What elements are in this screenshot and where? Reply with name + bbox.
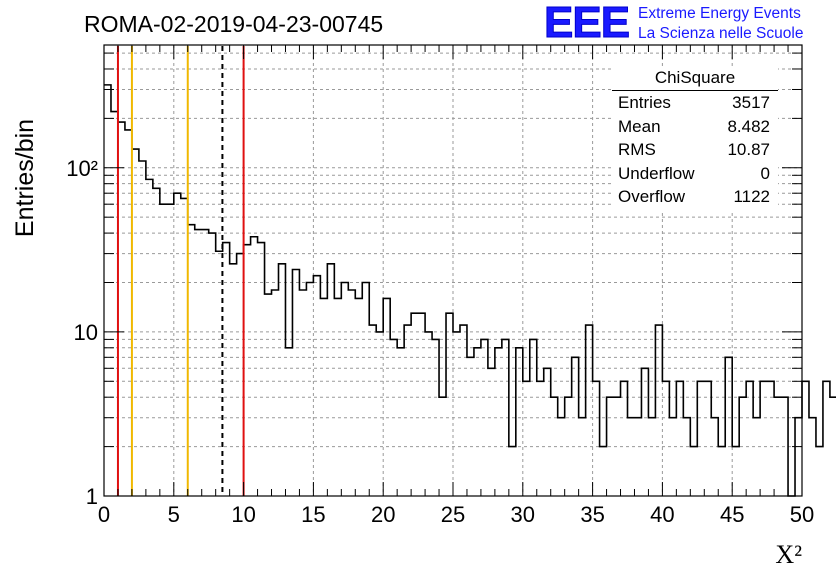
y-tick-label: 10²	[66, 156, 98, 181]
axes: 0 5 10 15 20 25 30 35 40 45 50 1 10 10²	[66, 44, 814, 527]
x-tick-label: 10	[231, 502, 255, 527]
stats-label: RMS	[618, 140, 656, 159]
x-tick-label: 30	[511, 502, 535, 527]
stats-row-mean: Mean 8.482	[612, 115, 778, 139]
logo-line-2: La Scienza nelle Scuole	[638, 25, 804, 42]
x-tick-label: 25	[441, 502, 465, 527]
x-tick-label: 20	[371, 502, 395, 527]
logo-mark: EEE	[543, 0, 630, 48]
grid	[104, 45, 802, 496]
stats-label: Overflow	[618, 187, 686, 206]
x-tick-label: 45	[720, 502, 744, 527]
stats-value: 0	[760, 163, 770, 183]
stats-box: ChiSquare Entries 3517 Mean 8.482 RMS 10.87…	[612, 66, 778, 212]
x-tick-label: 15	[301, 502, 325, 527]
y-axis-label: Entries/bin	[11, 119, 39, 237]
stats-row-underflow: Underflow 0	[612, 162, 778, 186]
stats-value: 10.87	[727, 140, 770, 159]
x-tick-label: 0	[98, 502, 110, 527]
stats-row-rms: RMS 10.87	[612, 138, 778, 162]
x-tick-label: 50	[790, 502, 814, 527]
stats-value: 1122	[733, 187, 770, 206]
x-tick-label: 35	[580, 502, 604, 527]
x-tick-label: 40	[650, 502, 674, 527]
y-tick-label: 10	[74, 320, 98, 345]
stats-label: Underflow	[618, 163, 695, 183]
chart-title: ROMA-02-2019-04-23-00745	[84, 11, 383, 37]
x-axis-label: X²	[775, 540, 802, 569]
stats-label: Mean	[618, 116, 661, 136]
stats-label: Entries	[618, 93, 671, 112]
stats-row-entries: Entries 3517	[612, 91, 778, 115]
logo-line-1: Extreme Energy Events	[638, 5, 801, 22]
histogram-outline	[104, 84, 836, 497]
stats-row-overflow: Overflow 1122	[612, 185, 778, 209]
histogram	[104, 84, 836, 497]
reference-lines	[116, 46, 245, 496]
stats-title: ChiSquare	[612, 66, 778, 91]
y-tick-label: 1	[86, 484, 98, 509]
stats-value: 8.482	[727, 116, 770, 136]
x-tick-label: 5	[168, 502, 180, 527]
stats-value: 3517	[732, 93, 770, 112]
